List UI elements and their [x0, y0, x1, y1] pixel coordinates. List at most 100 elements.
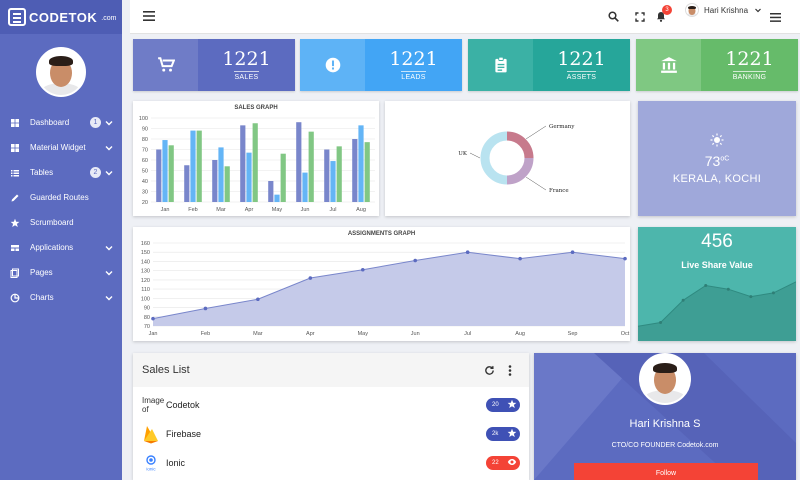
- bar: [156, 149, 162, 202]
- stat-value: 1221: [222, 48, 271, 70]
- data-point: [465, 250, 470, 255]
- notification-count: 3: [662, 5, 672, 15]
- x-tick-label: Jul: [464, 331, 471, 337]
- count-badge[interactable]: 20: [486, 398, 520, 412]
- temperature: 73oC: [704, 152, 730, 169]
- sidebar-item-pages[interactable]: Pages: [0, 260, 122, 285]
- sidebar-item-charts[interactable]: Charts: [0, 285, 122, 310]
- data-point: [413, 258, 418, 263]
- profile-name: Hari Krishna S: [629, 418, 701, 430]
- star-icon: [507, 428, 517, 440]
- user-name: Hari Krishna: [704, 5, 749, 15]
- pie-slice: [506, 157, 534, 185]
- profile-card: Hari Krishna S CTO/CO FOUNDER Codetok.co…: [534, 353, 796, 480]
- bar: [252, 123, 258, 202]
- sidebar-item-applications[interactable]: Applications: [0, 235, 122, 260]
- bar: [274, 194, 280, 202]
- stat-card-banking[interactable]: 1221 BANKING: [636, 39, 798, 91]
- chevron-down-icon[interactable]: [104, 243, 114, 253]
- list-item[interactable]: Image of Codetok 20: [133, 391, 529, 419]
- list-item[interactable]: Firebase 2k: [133, 420, 529, 448]
- sidebar-item-guarded-routes[interactable]: Guarded Routes: [0, 185, 122, 210]
- stat-card-assets[interactable]: 1221 ASSETS: [468, 39, 630, 91]
- avatar[interactable]: [36, 47, 86, 97]
- brand[interactable]: CODETOK .com: [0, 0, 122, 34]
- user-menu[interactable]: Hari Krishna: [685, 3, 762, 17]
- sidebar-item-scrumboard[interactable]: Scrumboard: [0, 210, 122, 235]
- more-vert-icon[interactable]: [508, 365, 512, 376]
- pie-icon: [10, 293, 20, 303]
- bar: [240, 125, 246, 202]
- pages-icon: [10, 268, 20, 278]
- codetok-logo-icon: [8, 8, 26, 26]
- y-tick-label: 20: [142, 200, 148, 206]
- widget-icon: [10, 143, 20, 153]
- country-donut-chart: Germany France UK: [458, 124, 575, 194]
- y-tick-label: 130: [141, 269, 150, 275]
- pie-label: France: [549, 188, 569, 194]
- broken-image-alt: Image of: [142, 396, 165, 414]
- chevron-down-icon[interactable]: [104, 268, 114, 278]
- search-icon[interactable]: [608, 11, 619, 22]
- chevron-down-icon[interactable]: [104, 168, 114, 178]
- y-tick-label: 70: [144, 324, 150, 330]
- series-line: [638, 281, 796, 327]
- follow-button[interactable]: Follow: [574, 463, 758, 480]
- count-badge[interactable]: 2k: [486, 427, 520, 441]
- topbar: 3 Hari Krishna: [130, 0, 800, 34]
- chart-title: ASSIGNMENTS GRAPH: [347, 231, 416, 237]
- y-tick-label: 100: [139, 116, 148, 122]
- list-item-name: Codetok: [166, 400, 200, 410]
- data-point: [704, 284, 708, 287]
- x-tick-label: May: [272, 207, 283, 213]
- list-item-logo: ionic: [142, 454, 162, 472]
- bar: [268, 181, 274, 202]
- stat-value: 1221: [725, 48, 774, 70]
- avatar[interactable]: [639, 353, 691, 405]
- sidebar-item-material-widget[interactable]: Material Widget: [0, 135, 122, 160]
- star-icon: [10, 218, 20, 228]
- eye-icon: [507, 457, 517, 469]
- stat-card-leads[interactable]: 1221 LEADS: [300, 39, 462, 91]
- x-tick-label: Jul: [329, 207, 336, 213]
- data-point: [308, 276, 313, 280]
- weather-city: KERALA, KOCHI: [672, 172, 762, 185]
- x-tick-label: Jan: [161, 207, 170, 213]
- sidebar-item-label: Dashboard: [30, 118, 70, 127]
- x-tick-label: Apr: [245, 207, 254, 213]
- more-menu-icon[interactable]: [770, 13, 781, 22]
- cart-icon: [133, 39, 198, 91]
- apps-icon: [10, 243, 20, 253]
- refresh-icon[interactable]: [484, 365, 495, 376]
- sidebar-item-tables[interactable]: Tables 2: [0, 160, 122, 185]
- y-tick-label: 80: [144, 315, 150, 321]
- bar: [168, 145, 174, 202]
- sidebar-item-label: Scrumboard: [30, 218, 74, 227]
- area-fill: [638, 281, 796, 341]
- x-tick-label: Mar: [253, 331, 263, 337]
- x-tick-label: May: [358, 331, 369, 337]
- stat-card-sales[interactable]: 1221 SALES: [133, 39, 295, 91]
- area-fill: [153, 252, 625, 326]
- fullscreen-icon[interactable]: [635, 12, 645, 22]
- sidebar-item-dashboard[interactable]: Dashboard 1: [0, 110, 122, 135]
- chevron-down-icon[interactable]: [104, 118, 114, 128]
- sidebar-item-badge: 1: [90, 117, 101, 128]
- bar: [218, 147, 224, 202]
- chart-title: SALES GRAPH: [234, 105, 278, 111]
- sales-graph: 20 30 40 50 60 70 80 90 100 Jan Feb Mar Apr May Jun Jul…: [139, 116, 375, 213]
- list-item-logo: [142, 424, 162, 444]
- menu-icon[interactable]: [143, 11, 155, 21]
- chevron-down-icon[interactable]: [104, 143, 114, 153]
- bar: [324, 149, 330, 202]
- chevron-down-icon[interactable]: [104, 293, 114, 303]
- notifications-icon[interactable]: 3: [656, 5, 672, 22]
- x-tick-label: Feb: [201, 331, 210, 337]
- count-badge[interactable]: 22: [486, 456, 520, 470]
- list-item[interactable]: ionic Ionic 22: [133, 449, 529, 477]
- sales-list-card: Sales List Image of Codetok 20 Firebase 2k io…: [133, 353, 529, 480]
- pie-slice: [480, 131, 508, 185]
- sidebar-item-label: Material Widget: [30, 143, 86, 152]
- y-tick-label: 150: [141, 250, 150, 256]
- clipboard-icon: [468, 39, 533, 91]
